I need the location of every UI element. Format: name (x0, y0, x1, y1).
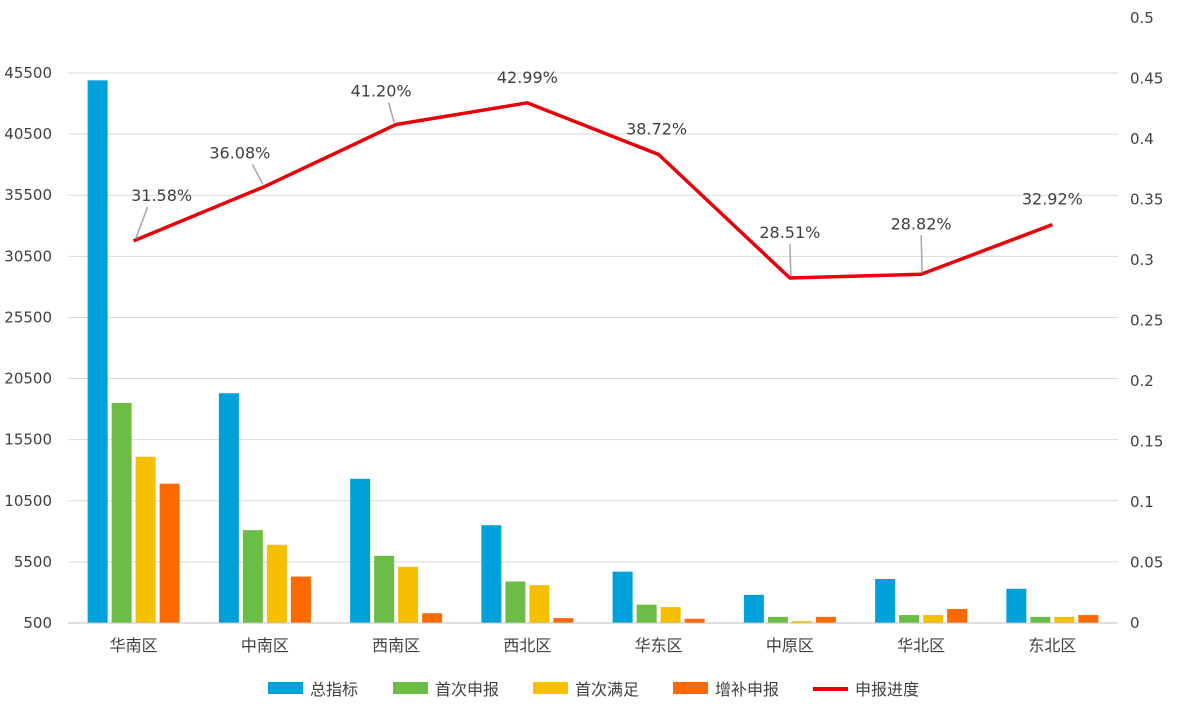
bar-增补申报-中南区 (290, 576, 311, 623)
left-tick-label: 40500 (4, 125, 52, 143)
bar-总指标-西北区 (481, 525, 502, 623)
bar-增补申报-西北区 (553, 618, 574, 623)
bar-首次满足-华南区 (135, 456, 156, 623)
bar-首次满足-华北区 (923, 615, 944, 623)
left-tick-label: 15500 (4, 431, 52, 449)
bar-总指标-中原区 (743, 594, 764, 623)
legend-item: 首次满足 (533, 680, 639, 699)
category-label: 东北区 (1028, 636, 1076, 655)
bar-首次满足-华东区 (660, 607, 681, 623)
left-tick-label: 500 (23, 614, 52, 632)
legend-label: 申报进度 (855, 680, 919, 699)
bar-增补申报-华北区 (947, 608, 968, 623)
bar-首次满足-中南区 (266, 544, 287, 623)
data-label: 31.58% (131, 186, 192, 205)
data-label: 32.92% (1022, 190, 1083, 209)
data-label: 42.99% (497, 68, 558, 87)
x-axis-categories: 华南区 中南区 西南区 西北区 华东区 中原区 华北区 东北区 (110, 636, 1077, 655)
right-axis: 0 0.05 0.1 0.15 0.2 0.25 0.3 0.35 0.4 0.45 0.5 (1130, 9, 1163, 632)
right-tick-label: 0.5 (1130, 9, 1154, 27)
line-申报进度 (132, 101, 1053, 280)
right-tick-label: 0.35 (1130, 191, 1163, 209)
data-label: 28.82% (891, 214, 952, 233)
bar-首次申报-西南区 (374, 555, 395, 623)
category-label: 华东区 (635, 636, 683, 655)
legend-label: 首次满足 (575, 680, 639, 699)
legend-swatch (673, 682, 708, 694)
bar-总指标-华南区 (87, 80, 108, 624)
right-tick-label: 0 (1130, 614, 1140, 632)
left-tick-label: 10500 (4, 492, 52, 510)
right-tick-label: 0.4 (1130, 130, 1154, 148)
legend-swatch (533, 682, 568, 694)
data-label-leader (387, 102, 395, 123)
legend-swatch (393, 682, 428, 694)
bar-首次申报-华南区 (111, 403, 132, 623)
right-tick-label: 0.15 (1130, 433, 1163, 451)
category-label: 西南区 (372, 636, 420, 655)
left-axis: 500 5500 10500 15500 20500 25500 30500 35500 405… (4, 64, 52, 632)
legend: 总指标 首次申报 首次满足 增补申报 申报进度 (268, 680, 919, 699)
right-tick-label: 0.1 (1130, 493, 1154, 511)
data-label: 41.20% (351, 81, 412, 100)
bar-增补申报-中原区 (815, 616, 836, 623)
left-tick-label: 5500 (14, 553, 52, 571)
category-label: 西北区 (503, 636, 551, 655)
bar-首次满足-中原区 (791, 621, 812, 623)
left-tick-label: 20500 (4, 370, 52, 388)
legend-item: 申报进度 (813, 680, 919, 699)
bar-总指标-西南区 (350, 478, 371, 623)
left-tick-label: 45500 (4, 64, 52, 82)
left-tick-label: 30500 (4, 247, 52, 265)
legend-label: 总指标 (310, 680, 358, 699)
data-label-leader (134, 206, 149, 240)
legend-label: 首次申报 (435, 680, 499, 699)
bar-增补申报-西南区 (422, 613, 443, 623)
data-label-leader (789, 244, 792, 277)
right-tick-label: 0.25 (1130, 312, 1163, 330)
right-tick-label: 0.2 (1130, 372, 1154, 390)
bar-首次申报-中南区 (242, 530, 263, 623)
left-tick-label: 25500 (4, 308, 52, 326)
bar-首次满足-东北区 (1054, 616, 1075, 623)
bar-总指标-东北区 (1006, 588, 1027, 623)
right-tick-label: 0.05 (1130, 554, 1163, 572)
bar-总指标-中南区 (218, 393, 239, 623)
bar-首次申报-东北区 (1030, 616, 1051, 623)
right-tick-label: 0.45 (1130, 70, 1163, 88)
bar-首次满足-西南区 (398, 566, 419, 623)
bar-首次申报-西北区 (505, 581, 526, 623)
bar-增补申报-华南区 (159, 483, 180, 623)
data-label-leader (920, 235, 923, 273)
left-tick-label: 35500 (4, 186, 52, 204)
legend-label: 增补申报 (715, 680, 779, 699)
legend-item: 首次申报 (393, 680, 499, 699)
bar-首次申报-华北区 (899, 615, 920, 623)
bar-首次满足-西北区 (529, 585, 550, 623)
category-label: 中原区 (766, 636, 814, 655)
bar-增补申报-华东区 (684, 618, 705, 623)
bar-总指标-华东区 (612, 571, 633, 623)
category-label: 中南区 (241, 636, 289, 655)
bar-总指标-华北区 (875, 579, 896, 623)
bar-series-group (87, 80, 1099, 624)
category-label: 华北区 (897, 636, 945, 655)
line-series-group: 31.58% 36.08% 41.20% 42.99% 38.72% 28.51% 28.8… (131, 68, 1083, 280)
data-label: 28.51% (759, 223, 820, 242)
legend-swatch (268, 682, 303, 694)
right-tick-label: 0.3 (1130, 251, 1154, 269)
category-label: 华南区 (110, 636, 158, 655)
data-label-leader (251, 164, 264, 185)
bar-首次申报-中原区 (767, 616, 788, 623)
legend-item: 增补申报 (673, 680, 779, 699)
legend-item: 总指标 (268, 680, 358, 699)
bar-增补申报-东北区 (1078, 615, 1099, 623)
bar-首次申报-华东区 (636, 604, 657, 623)
data-label: 36.08% (209, 143, 270, 162)
data-label: 38.72% (626, 119, 687, 138)
